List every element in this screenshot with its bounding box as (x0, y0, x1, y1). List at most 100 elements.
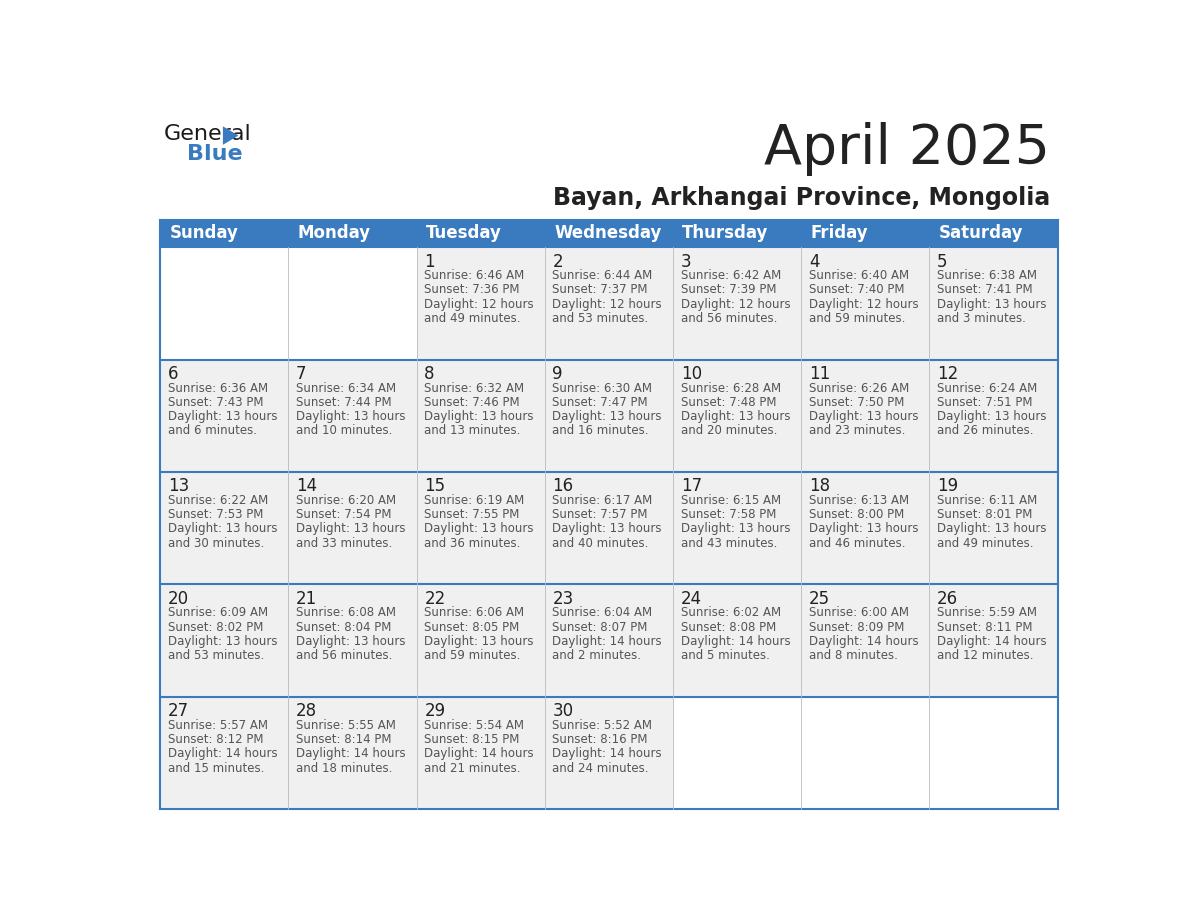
Bar (672, 219, 801, 247)
Bar (160, 360, 289, 472)
Text: Daylight: 13 hours: Daylight: 13 hours (424, 635, 533, 648)
Bar (289, 247, 417, 360)
Bar (801, 247, 929, 360)
Text: Daylight: 14 hours: Daylight: 14 hours (809, 635, 918, 648)
Bar (160, 472, 289, 585)
Text: Sunrise: 6:28 AM: Sunrise: 6:28 AM (681, 382, 781, 395)
Text: and 3 minutes.: and 3 minutes. (937, 312, 1026, 325)
Text: 20: 20 (168, 590, 189, 608)
Text: and 56 minutes.: and 56 minutes. (296, 649, 392, 662)
Text: 9: 9 (552, 365, 563, 383)
Text: Friday: Friday (810, 224, 868, 242)
Text: Sunrise: 6:30 AM: Sunrise: 6:30 AM (552, 382, 652, 395)
Text: 12: 12 (937, 365, 959, 383)
Text: Daylight: 13 hours: Daylight: 13 hours (552, 522, 662, 535)
Text: Sunset: 8:12 PM: Sunset: 8:12 PM (168, 733, 264, 746)
Text: Sunset: 7:53 PM: Sunset: 7:53 PM (168, 509, 264, 521)
Bar (160, 219, 289, 247)
Text: Sunrise: 5:52 AM: Sunrise: 5:52 AM (552, 719, 652, 732)
Text: Sunday: Sunday (170, 224, 239, 242)
Text: Sunset: 7:47 PM: Sunset: 7:47 PM (552, 396, 649, 409)
Text: Sunrise: 6:22 AM: Sunrise: 6:22 AM (168, 494, 268, 507)
Text: Sunset: 8:02 PM: Sunset: 8:02 PM (168, 621, 264, 633)
Text: Sunrise: 6:44 AM: Sunrise: 6:44 AM (552, 269, 652, 282)
Text: Sunrise: 6:20 AM: Sunrise: 6:20 AM (296, 494, 397, 507)
Bar (929, 697, 1057, 810)
Text: 27: 27 (168, 702, 189, 721)
Text: Sunset: 7:43 PM: Sunset: 7:43 PM (168, 396, 264, 409)
Text: 29: 29 (424, 702, 446, 721)
Text: 3: 3 (681, 252, 691, 271)
Text: Daylight: 14 hours: Daylight: 14 hours (937, 635, 1047, 648)
Text: Sunset: 7:51 PM: Sunset: 7:51 PM (937, 396, 1032, 409)
Bar (289, 219, 417, 247)
Text: Sunset: 8:11 PM: Sunset: 8:11 PM (937, 621, 1032, 633)
Text: 5: 5 (937, 252, 948, 271)
Text: Daylight: 14 hours: Daylight: 14 hours (424, 747, 533, 760)
Text: and 59 minutes.: and 59 minutes. (809, 312, 905, 325)
Text: Wednesday: Wednesday (554, 224, 662, 242)
Bar (929, 585, 1057, 697)
Bar (417, 585, 545, 697)
Text: Bayan, Arkhangai Province, Mongolia: Bayan, Arkhangai Province, Mongolia (552, 185, 1050, 209)
Text: Daylight: 14 hours: Daylight: 14 hours (552, 635, 662, 648)
Text: April 2025: April 2025 (764, 122, 1050, 175)
Text: Sunrise: 6:11 AM: Sunrise: 6:11 AM (937, 494, 1037, 507)
Text: 14: 14 (296, 477, 317, 496)
Text: 4: 4 (809, 252, 820, 271)
Text: and 10 minutes.: and 10 minutes. (296, 424, 392, 437)
Bar (289, 585, 417, 697)
Text: Sunrise: 6:40 AM: Sunrise: 6:40 AM (809, 269, 909, 282)
Text: Sunrise: 6:42 AM: Sunrise: 6:42 AM (681, 269, 781, 282)
Text: 1: 1 (424, 252, 435, 271)
Bar (672, 247, 801, 360)
Text: 22: 22 (424, 590, 446, 608)
Text: Sunset: 8:04 PM: Sunset: 8:04 PM (296, 621, 392, 633)
Text: Sunset: 8:15 PM: Sunset: 8:15 PM (424, 733, 519, 746)
Text: Sunset: 8:16 PM: Sunset: 8:16 PM (552, 733, 647, 746)
Text: Sunset: 7:37 PM: Sunset: 7:37 PM (552, 284, 647, 297)
Bar (801, 697, 929, 810)
Text: Sunrise: 6:36 AM: Sunrise: 6:36 AM (168, 382, 268, 395)
Bar (672, 472, 801, 585)
Text: Sunset: 7:58 PM: Sunset: 7:58 PM (681, 509, 776, 521)
Text: Daylight: 12 hours: Daylight: 12 hours (552, 297, 662, 310)
Text: Daylight: 13 hours: Daylight: 13 hours (937, 297, 1047, 310)
Text: Sunset: 7:40 PM: Sunset: 7:40 PM (809, 284, 904, 297)
Text: Sunset: 8:09 PM: Sunset: 8:09 PM (809, 621, 904, 633)
Text: 26: 26 (937, 590, 959, 608)
Text: and 40 minutes.: and 40 minutes. (552, 537, 649, 550)
Bar (417, 360, 545, 472)
Text: Sunrise: 6:09 AM: Sunrise: 6:09 AM (168, 607, 268, 620)
Text: Sunrise: 6:32 AM: Sunrise: 6:32 AM (424, 382, 524, 395)
Text: Daylight: 13 hours: Daylight: 13 hours (168, 522, 277, 535)
Text: and 2 minutes.: and 2 minutes. (552, 649, 642, 662)
Text: and 26 minutes.: and 26 minutes. (937, 424, 1034, 437)
Text: Daylight: 12 hours: Daylight: 12 hours (681, 297, 790, 310)
Text: 23: 23 (552, 590, 574, 608)
Text: 13: 13 (168, 477, 189, 496)
Text: General: General (164, 124, 252, 144)
Text: 7: 7 (296, 365, 307, 383)
Text: 25: 25 (809, 590, 830, 608)
Text: Saturday: Saturday (939, 224, 1023, 242)
Text: and 30 minutes.: and 30 minutes. (168, 537, 264, 550)
Text: Sunrise: 6:34 AM: Sunrise: 6:34 AM (296, 382, 397, 395)
Text: and 8 minutes.: and 8 minutes. (809, 649, 898, 662)
Text: 2: 2 (552, 252, 563, 271)
Text: 16: 16 (552, 477, 574, 496)
Text: Thursday: Thursday (682, 224, 769, 242)
Text: 18: 18 (809, 477, 830, 496)
Bar (801, 472, 929, 585)
Text: Sunset: 7:39 PM: Sunset: 7:39 PM (681, 284, 776, 297)
Bar (929, 247, 1057, 360)
Text: and 53 minutes.: and 53 minutes. (168, 649, 264, 662)
Bar (160, 585, 289, 697)
Bar (545, 697, 672, 810)
Text: 17: 17 (681, 477, 702, 496)
Text: Sunrise: 6:04 AM: Sunrise: 6:04 AM (552, 607, 652, 620)
Bar (801, 219, 929, 247)
Text: and 13 minutes.: and 13 minutes. (424, 424, 520, 437)
Text: and 21 minutes.: and 21 minutes. (424, 762, 520, 775)
Text: Sunset: 8:14 PM: Sunset: 8:14 PM (296, 733, 392, 746)
